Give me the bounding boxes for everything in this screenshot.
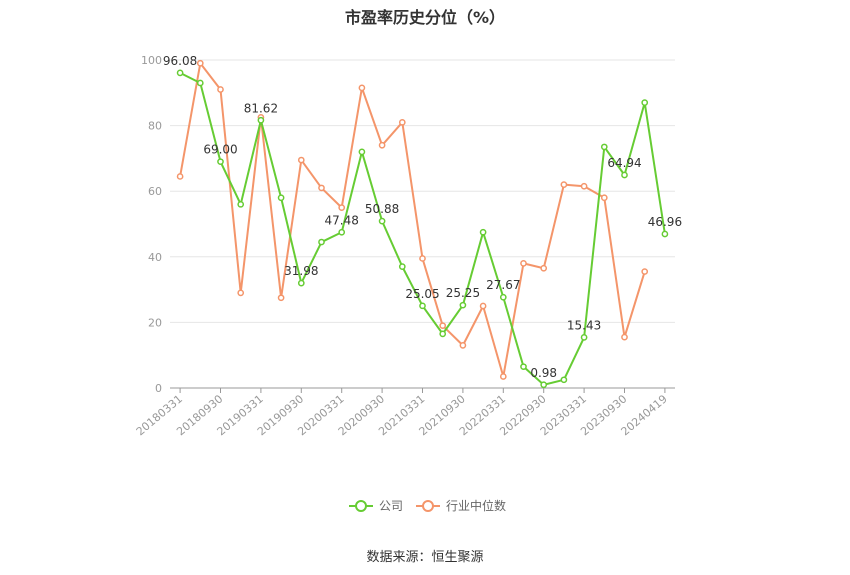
- company-point: [277, 194, 285, 202]
- source-note: 数据来源：恒生聚源: [366, 550, 484, 565]
- company-data-label: 25.25: [446, 286, 480, 300]
- company-point: [297, 279, 305, 287]
- industry-median-point: [338, 204, 346, 211]
- company-point: [600, 143, 608, 151]
- industry-median-point: [358, 84, 366, 92]
- company-data-label: 25.05: [405, 287, 439, 301]
- company-point: [560, 376, 568, 384]
- legend-label-industry-median: 行业中位数: [446, 498, 506, 513]
- chart-title: 市盈率历史分位（%）: [344, 8, 506, 27]
- industry-median-point: [217, 86, 224, 93]
- company-point: [257, 116, 265, 124]
- industry-median-point: [277, 294, 285, 302]
- company-data-label: 0.98: [530, 366, 557, 380]
- company-point: [398, 263, 406, 270]
- company-data-label: 31.98: [284, 264, 318, 278]
- industry-median-point: [520, 260, 527, 267]
- industry-median-point: [398, 118, 406, 126]
- series-group: [176, 59, 669, 389]
- industry-median-point: [419, 255, 426, 262]
- industry-median-point: [560, 181, 568, 188]
- y-tick-label: 80: [148, 120, 162, 133]
- company-point: [217, 158, 224, 166]
- industry-median-point: [318, 184, 325, 192]
- legend-label-company: 公司: [379, 499, 403, 513]
- industry-median-point: [439, 322, 447, 330]
- y-tick-label: 40: [148, 251, 162, 264]
- industry-median-point: [378, 141, 386, 149]
- industry-median-point: [600, 194, 608, 202]
- industry-median-point: [540, 264, 548, 272]
- company-data-label: 27.67: [486, 278, 520, 292]
- industry-median-point: [621, 333, 628, 341]
- company-point: [479, 228, 487, 236]
- industry-median-point: [459, 342, 467, 349]
- company-point: [237, 200, 245, 208]
- company-point: [540, 381, 548, 389]
- company-point: [358, 148, 366, 156]
- industry-median-point: [580, 182, 588, 190]
- company-point: [176, 69, 184, 77]
- legend-marker-industry-median: [422, 500, 434, 512]
- company-point: [196, 79, 204, 87]
- company-data-label: 50.88: [365, 202, 399, 216]
- industry-median-point: [176, 173, 184, 180]
- industry-median-point: [297, 156, 305, 164]
- legend: 公司 行业中位数: [349, 498, 506, 513]
- legend-marker-company: [355, 500, 367, 512]
- company-data-label: 47.48: [325, 213, 359, 227]
- company-data-label: 96.08: [163, 54, 197, 68]
- company-point: [439, 330, 447, 338]
- y-tick-label: 20: [148, 316, 162, 329]
- industry-median-point: [196, 59, 204, 67]
- company-data-label: 46.96: [648, 215, 682, 229]
- industry-median-point: [237, 289, 245, 297]
- company-point: [378, 217, 386, 225]
- industry-median-line: [179, 62, 646, 378]
- y-tick-label: 0: [155, 382, 162, 395]
- industry-median-point: [479, 302, 487, 310]
- company-point: [318, 238, 325, 246]
- company-point: [641, 99, 649, 106]
- company-data-label: 81.62: [244, 101, 278, 115]
- company-point: [499, 293, 507, 301]
- y-tick-label: 100: [141, 54, 162, 67]
- company-line: [179, 71, 666, 386]
- company-point: [338, 228, 346, 236]
- industry-median-point: [641, 268, 649, 275]
- data-labels: 96.08 69.00 81.62 31.98 47.48 50.88 25.05 25.25…: [163, 54, 682, 380]
- company-data-label: 69.00: [203, 143, 237, 157]
- industry-median-point: [499, 373, 507, 380]
- company-data-label: 15.43: [567, 318, 601, 332]
- company-point: [419, 302, 426, 310]
- company-point: [580, 334, 588, 341]
- company-point: [459, 301, 467, 309]
- company-data-label: 64.94: [607, 156, 641, 170]
- company-point: [661, 230, 669, 238]
- company-point: [520, 363, 527, 371]
- company-point: [621, 171, 628, 179]
- y-tick-label: 60: [148, 185, 162, 198]
